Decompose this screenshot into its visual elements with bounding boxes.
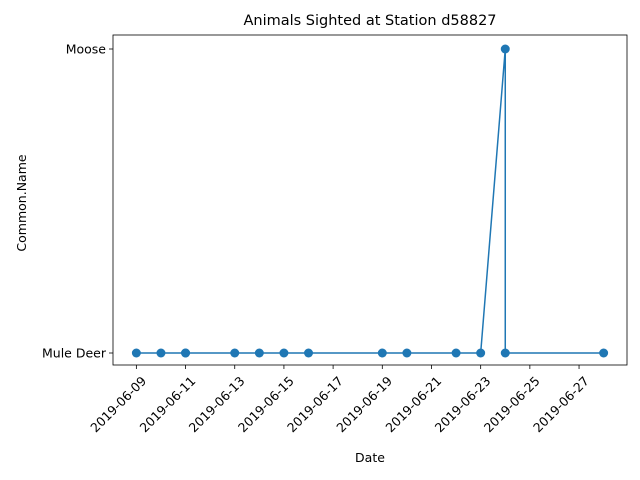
data-point xyxy=(451,348,461,358)
data-point xyxy=(402,348,412,358)
data-point xyxy=(476,348,486,358)
plot-frame xyxy=(112,34,628,366)
series-markers xyxy=(131,44,609,358)
series-line xyxy=(136,48,604,354)
x-axis-ticks: 2019-06-092019-06-112019-06-132019-06-15… xyxy=(87,365,592,435)
data-point xyxy=(156,348,166,358)
data-point xyxy=(279,348,289,358)
data-point xyxy=(500,348,510,358)
data-point xyxy=(254,348,264,358)
y-tick-label: Mule Deer xyxy=(42,346,107,361)
data-point xyxy=(377,348,387,358)
chart-title: Animals Sighted at Station d58827 xyxy=(243,13,496,29)
data-point xyxy=(304,348,314,358)
data-point xyxy=(181,348,191,358)
data-point xyxy=(599,348,609,358)
y-axis-ticks: Mule Deer Moose xyxy=(42,42,113,361)
data-point xyxy=(230,348,240,358)
series-lines xyxy=(136,48,604,354)
x-axis-label: Date xyxy=(355,450,385,465)
data-point xyxy=(131,348,141,358)
data-point xyxy=(500,44,510,54)
y-axis-label: Common.Name xyxy=(14,154,29,251)
y-tick-label: Moose xyxy=(66,42,107,57)
